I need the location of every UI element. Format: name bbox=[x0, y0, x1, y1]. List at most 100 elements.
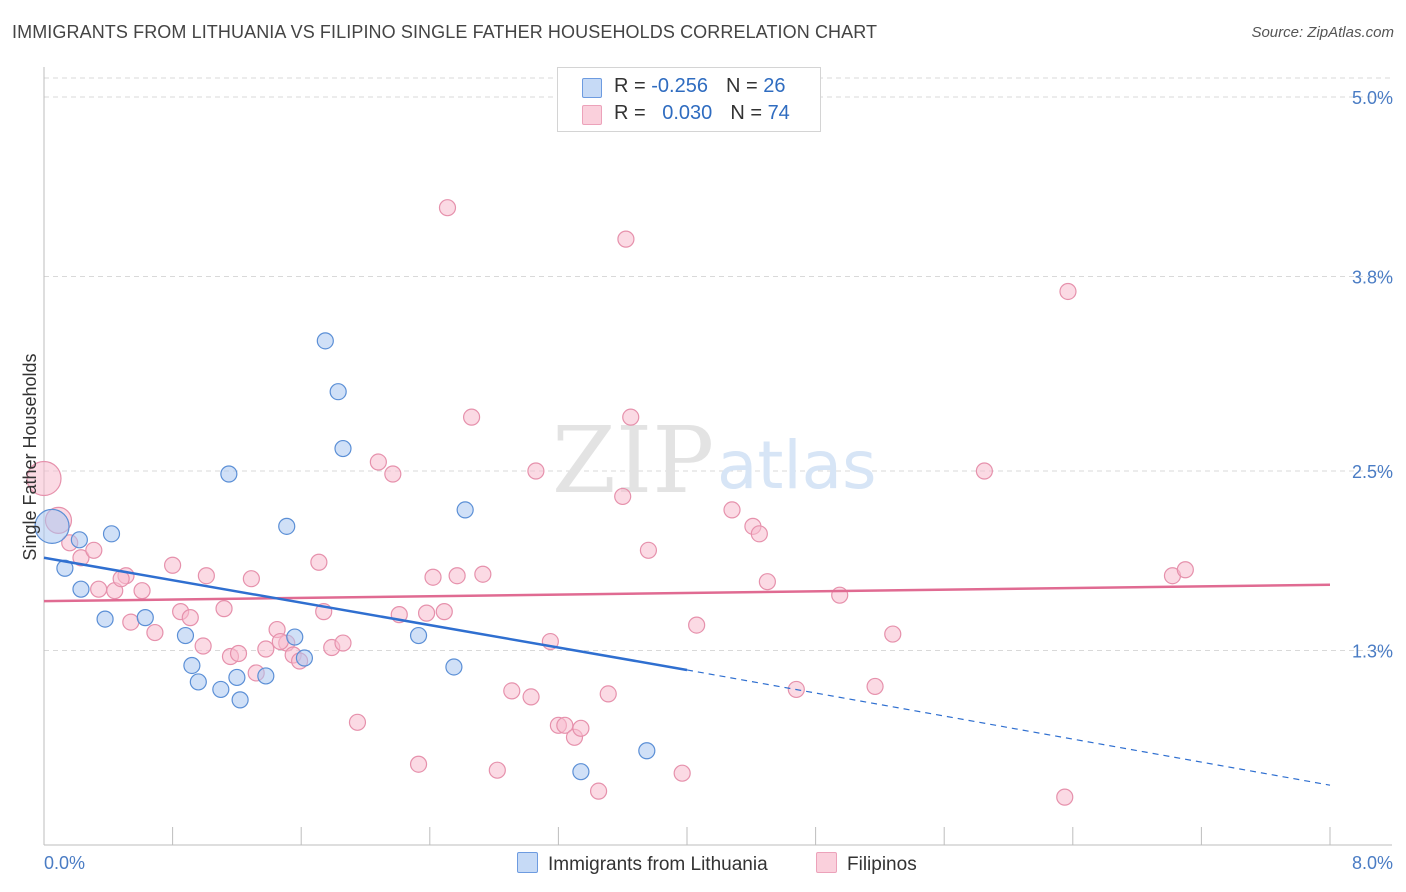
filipino-point bbox=[197, 567, 215, 585]
filipino-point bbox=[556, 716, 574, 734]
lithuania-point bbox=[189, 673, 207, 691]
filipino-point bbox=[884, 625, 902, 643]
filipino-point bbox=[589, 782, 608, 800]
source-credit: Source: ZipAtlas.com bbox=[1251, 24, 1394, 41]
lithuania-point bbox=[96, 610, 114, 628]
filipino-point bbox=[688, 616, 706, 634]
filipino-point bbox=[723, 501, 741, 519]
n-value: 74 bbox=[767, 102, 790, 124]
filipino-point bbox=[215, 600, 233, 618]
r-value: 0.030 bbox=[662, 102, 713, 124]
filipino-point bbox=[424, 568, 442, 586]
filipino-point bbox=[1176, 561, 1194, 579]
lithuania-trend-line bbox=[43, 556, 688, 672]
lithuania-point bbox=[70, 531, 88, 549]
lithuania-point bbox=[295, 649, 314, 667]
filipino-point bbox=[435, 603, 453, 621]
x-tick-label-min: 0.0% bbox=[44, 853, 85, 873]
filipino-point bbox=[26, 460, 62, 497]
filipino-point bbox=[438, 199, 457, 217]
axis-layer bbox=[43, 67, 1392, 846]
filipino-point bbox=[1056, 788, 1074, 806]
filipino-point bbox=[271, 632, 289, 651]
lithuania-point bbox=[638, 742, 656, 760]
lithuania-legend-label: Immigrants from Lithuania bbox=[548, 854, 768, 875]
filipino-point bbox=[90, 580, 108, 598]
bottom-legend-lithuania: Immigrants from Lithuania bbox=[517, 852, 768, 876]
filipino-point bbox=[181, 609, 199, 627]
lithuania-point bbox=[334, 439, 352, 458]
filipino-point bbox=[599, 685, 617, 703]
lithuania-legend-swatch bbox=[517, 852, 538, 873]
y-tick-label: 1.3% bbox=[1352, 642, 1393, 662]
filipino-point bbox=[409, 755, 428, 773]
filipino-point bbox=[527, 462, 545, 480]
r-value: -0.256 bbox=[651, 75, 708, 97]
filipino-point bbox=[488, 761, 506, 779]
lithuania-point bbox=[409, 626, 428, 645]
filipino-point bbox=[758, 573, 776, 591]
lithuania-point bbox=[212, 680, 230, 699]
filipino-point bbox=[164, 556, 182, 574]
lithuania-point bbox=[257, 667, 275, 685]
lithuania-point bbox=[278, 517, 296, 535]
filipino-point bbox=[334, 634, 352, 652]
filipinos-swatch bbox=[582, 105, 602, 125]
x-tick-label-max: 8.0% bbox=[1352, 853, 1393, 873]
lithuania-point bbox=[456, 501, 474, 519]
filipino-point bbox=[242, 570, 260, 588]
filipino-point bbox=[348, 713, 367, 731]
lithuania-point bbox=[136, 609, 154, 627]
filipinos-trend-line bbox=[43, 583, 1331, 603]
legend-text-filipinos: R = 0.030 N = 74 bbox=[614, 102, 790, 125]
r-label: R = bbox=[614, 102, 652, 124]
lithuania-point bbox=[34, 508, 70, 544]
lithuania-point bbox=[445, 658, 463, 676]
y-tick-label: 2.5% bbox=[1352, 462, 1393, 482]
n-value: 26 bbox=[763, 75, 786, 97]
filipino-point bbox=[614, 487, 632, 506]
filipino-point bbox=[384, 465, 402, 483]
filipino-point bbox=[310, 553, 328, 571]
lithuania-point bbox=[183, 656, 201, 675]
filipino-point bbox=[72, 549, 90, 567]
legend-text-lithuania: R = -0.256 N = 26 bbox=[614, 75, 785, 98]
filipinos-legend-swatch bbox=[816, 852, 837, 873]
lithuania-point bbox=[228, 668, 246, 687]
lithuania-points bbox=[34, 332, 656, 781]
filipino-point bbox=[673, 764, 691, 782]
lithuania-point bbox=[329, 383, 347, 401]
filipino-point bbox=[866, 677, 884, 696]
filipino-point bbox=[417, 604, 436, 622]
correlation-legend: R = -0.256 N = 26 R = 0.030 N = 74 bbox=[557, 67, 821, 132]
lithuania-point bbox=[286, 628, 304, 646]
lithuania-point bbox=[231, 691, 249, 709]
lithuania-swatch bbox=[582, 78, 602, 98]
filipinos-legend-label: Filipinos bbox=[847, 854, 917, 875]
y-tick-label: 5.0% bbox=[1352, 88, 1393, 108]
filipino-point bbox=[750, 525, 768, 543]
lithuania-point bbox=[572, 763, 590, 781]
filipino-point bbox=[122, 613, 140, 631]
filipino-point bbox=[522, 688, 540, 706]
y-tick-labels: 5.0% 3.8% 2.5% 1.3% bbox=[1352, 88, 1393, 662]
filipino-point bbox=[146, 623, 164, 642]
filipino-point bbox=[617, 230, 635, 248]
filipino-point bbox=[622, 408, 640, 426]
watermark: ZIP atlas bbox=[552, 407, 877, 514]
r-label: R = bbox=[614, 75, 652, 97]
lithuania-point bbox=[176, 626, 195, 645]
filipino-point bbox=[194, 637, 212, 655]
filipino-point bbox=[503, 682, 521, 700]
filipino-point bbox=[975, 462, 993, 480]
filipino-point bbox=[229, 644, 248, 663]
lithuania-point bbox=[316, 332, 334, 350]
trend-lines bbox=[43, 556, 1331, 786]
filipino-point bbox=[572, 719, 590, 737]
n-label: N = bbox=[730, 102, 768, 124]
lithuania-trend-extension bbox=[686, 669, 1331, 786]
filipino-point bbox=[831, 586, 849, 604]
y-axis-label: Single Father Households bbox=[20, 353, 40, 560]
filipino-point bbox=[85, 541, 103, 559]
